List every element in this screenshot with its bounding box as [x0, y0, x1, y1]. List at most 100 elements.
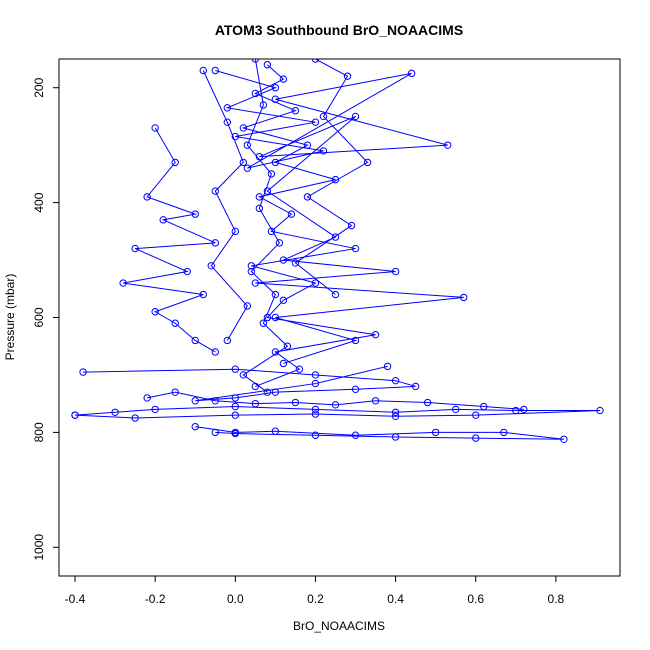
data-point	[239, 371, 248, 379]
data-point	[351, 385, 360, 394]
data-point	[171, 319, 179, 327]
data-point	[131, 244, 139, 253]
data-point	[391, 408, 400, 416]
data-point	[271, 95, 280, 103]
data-point	[371, 397, 380, 405]
data-point	[263, 187, 272, 195]
data-point	[331, 175, 340, 184]
data-point	[199, 290, 207, 299]
data-point	[472, 411, 480, 419]
data-point	[311, 371, 320, 379]
data-point	[560, 435, 568, 443]
x-tick-label: 0.6	[467, 592, 484, 606]
data-point	[460, 293, 468, 302]
data-point	[79, 368, 87, 376]
x-tick-label: 0.2	[307, 592, 324, 606]
data-point	[259, 319, 268, 327]
data-point	[431, 428, 440, 437]
data-point	[391, 433, 400, 441]
data-point	[452, 405, 460, 414]
data-point	[391, 267, 400, 276]
data-point	[512, 406, 520, 415]
data-point	[199, 66, 207, 75]
data-point	[151, 308, 159, 316]
x-tick-label: 0.0	[227, 592, 244, 606]
series-line	[202, 70, 248, 341]
data-point	[480, 402, 488, 411]
data-point	[275, 239, 284, 247]
data-point	[371, 331, 380, 339]
data-point	[211, 239, 219, 247]
chart-title: ATOM3 Southbound BrO_NOAACIMS	[215, 22, 463, 38]
data-point	[143, 394, 151, 402]
data-point	[331, 290, 340, 299]
data-point	[243, 164, 252, 172]
data-point	[211, 348, 219, 356]
data-point	[520, 405, 528, 414]
data-point	[267, 170, 276, 178]
data-point	[279, 296, 288, 304]
data-point	[211, 397, 219, 405]
data-point	[271, 84, 280, 92]
data-point	[291, 398, 300, 407]
data-point	[143, 193, 151, 201]
data-point	[251, 59, 260, 63]
data-point	[351, 336, 360, 345]
data-point	[191, 336, 199, 345]
data-point	[472, 434, 480, 442]
data-point	[171, 388, 179, 396]
x-tick-label: -0.4	[65, 592, 86, 606]
data-point	[500, 428, 508, 437]
data-point	[303, 193, 312, 201]
data-point	[311, 431, 320, 439]
data-point	[291, 259, 300, 267]
series-5	[191, 422, 568, 443]
data-point	[291, 107, 300, 115]
series-line	[294, 59, 369, 295]
data-point	[363, 158, 372, 167]
data-point	[151, 124, 159, 132]
data-point	[271, 290, 280, 299]
series-line	[123, 127, 216, 353]
data-point	[191, 422, 199, 431]
x-tick-label: -0.2	[145, 592, 166, 606]
data-point	[383, 362, 392, 371]
data-point	[231, 402, 240, 411]
data-point	[259, 101, 268, 109]
data-point	[183, 267, 191, 276]
data-point	[223, 104, 232, 112]
x-tick-label: 0.4	[387, 592, 404, 606]
data-point	[271, 388, 280, 396]
data-point	[351, 431, 360, 439]
data-point	[191, 210, 199, 218]
data-point	[131, 414, 139, 422]
data-point	[231, 227, 240, 236]
data-point	[279, 256, 288, 264]
data-point	[391, 412, 400, 421]
y-tick-label: 200	[32, 77, 46, 97]
data-point	[251, 399, 260, 408]
data-point	[311, 59, 320, 63]
data-point	[271, 427, 280, 435]
series-0	[239, 61, 380, 391]
data-point	[279, 75, 288, 83]
data-point	[251, 89, 260, 98]
data-point	[311, 279, 320, 287]
data-point	[347, 221, 356, 230]
data-point	[171, 158, 179, 167]
series-line	[241, 64, 376, 387]
data-point	[351, 112, 360, 121]
x-tick-label: 0.8	[548, 592, 565, 606]
data-point	[283, 342, 292, 350]
x-axis-label: BrO_NOAACIMS	[293, 619, 385, 633]
data-point	[331, 401, 340, 409]
y-axis: 200 400 600 800 1000	[32, 77, 60, 561]
data-point	[295, 365, 304, 373]
series-line	[74, 406, 600, 419]
data-point	[119, 279, 127, 287]
data-point	[311, 405, 320, 414]
plot-frame	[58, 58, 621, 577]
series-9	[199, 66, 252, 345]
data-point	[231, 429, 240, 438]
